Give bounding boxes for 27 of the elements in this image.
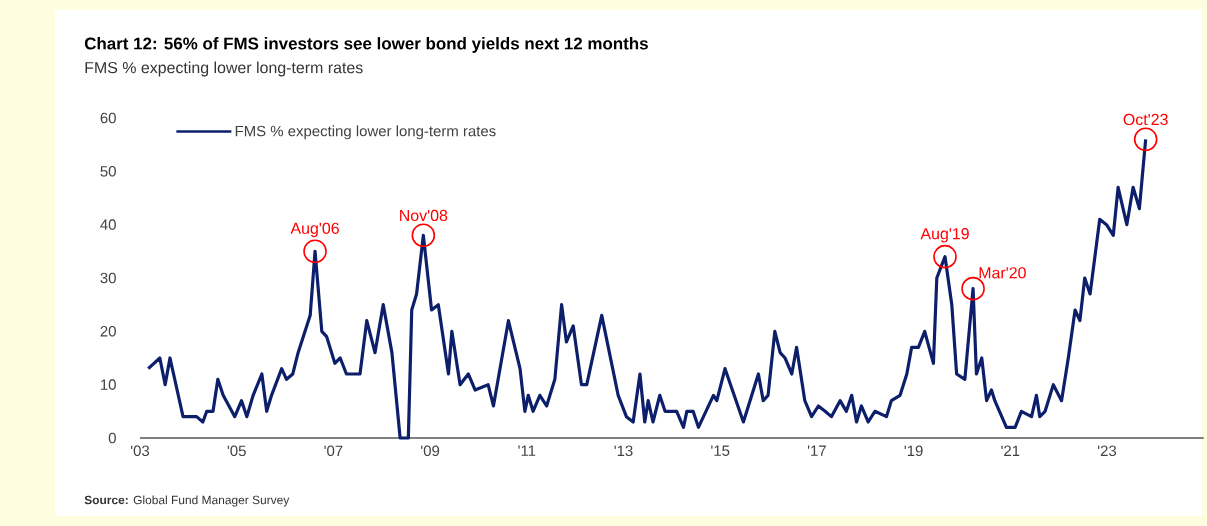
x-tick-label: '03 [131, 445, 150, 457]
x-tick-label: '19 [904, 445, 923, 457]
annotation: Nov'08 [400, 209, 448, 222]
x-tick-label: '17 [807, 445, 826, 456]
y-tick-label: 20 [100, 326, 116, 337]
chart-subtitle: FMS % expecting lower long-term rates [85, 61, 363, 77]
annotation: Aug'06 [290, 222, 339, 238]
x-tick-label: '13 [614, 445, 633, 457]
annotation: Mar'20 [979, 267, 1026, 279]
annotation: Oct'23 [1123, 113, 1168, 126]
y-tick-label: 10 [101, 379, 116, 390]
y-tick-label: 30 [100, 272, 116, 284]
y-tick-label: 50 [100, 166, 116, 177]
y-tick-label: 60 [100, 112, 116, 124]
y-tick-label: 0 [108, 432, 116, 444]
x-tick-label: '23 [1098, 445, 1117, 457]
legend-label: FMS % expecting lower long-term rates [235, 125, 496, 140]
x-tick-label: '05 [227, 445, 246, 457]
x-tick-label: '09 [421, 445, 440, 457]
chart-title: Chart 12: 56% of FMS investors see lower bond yields next 12 months [84, 37, 648, 53]
x-tick-label: '07 [324, 445, 343, 457]
x-tick-label: '21 [1001, 445, 1020, 456]
annotation: Aug'19 [920, 228, 969, 243]
y-tick-label: 40 [100, 219, 116, 230]
text: Source: Global Fund Manager Survey [84, 495, 290, 507]
x-tick-label: '11 [518, 445, 536, 456]
x-tick-label: '15 [711, 445, 730, 456]
